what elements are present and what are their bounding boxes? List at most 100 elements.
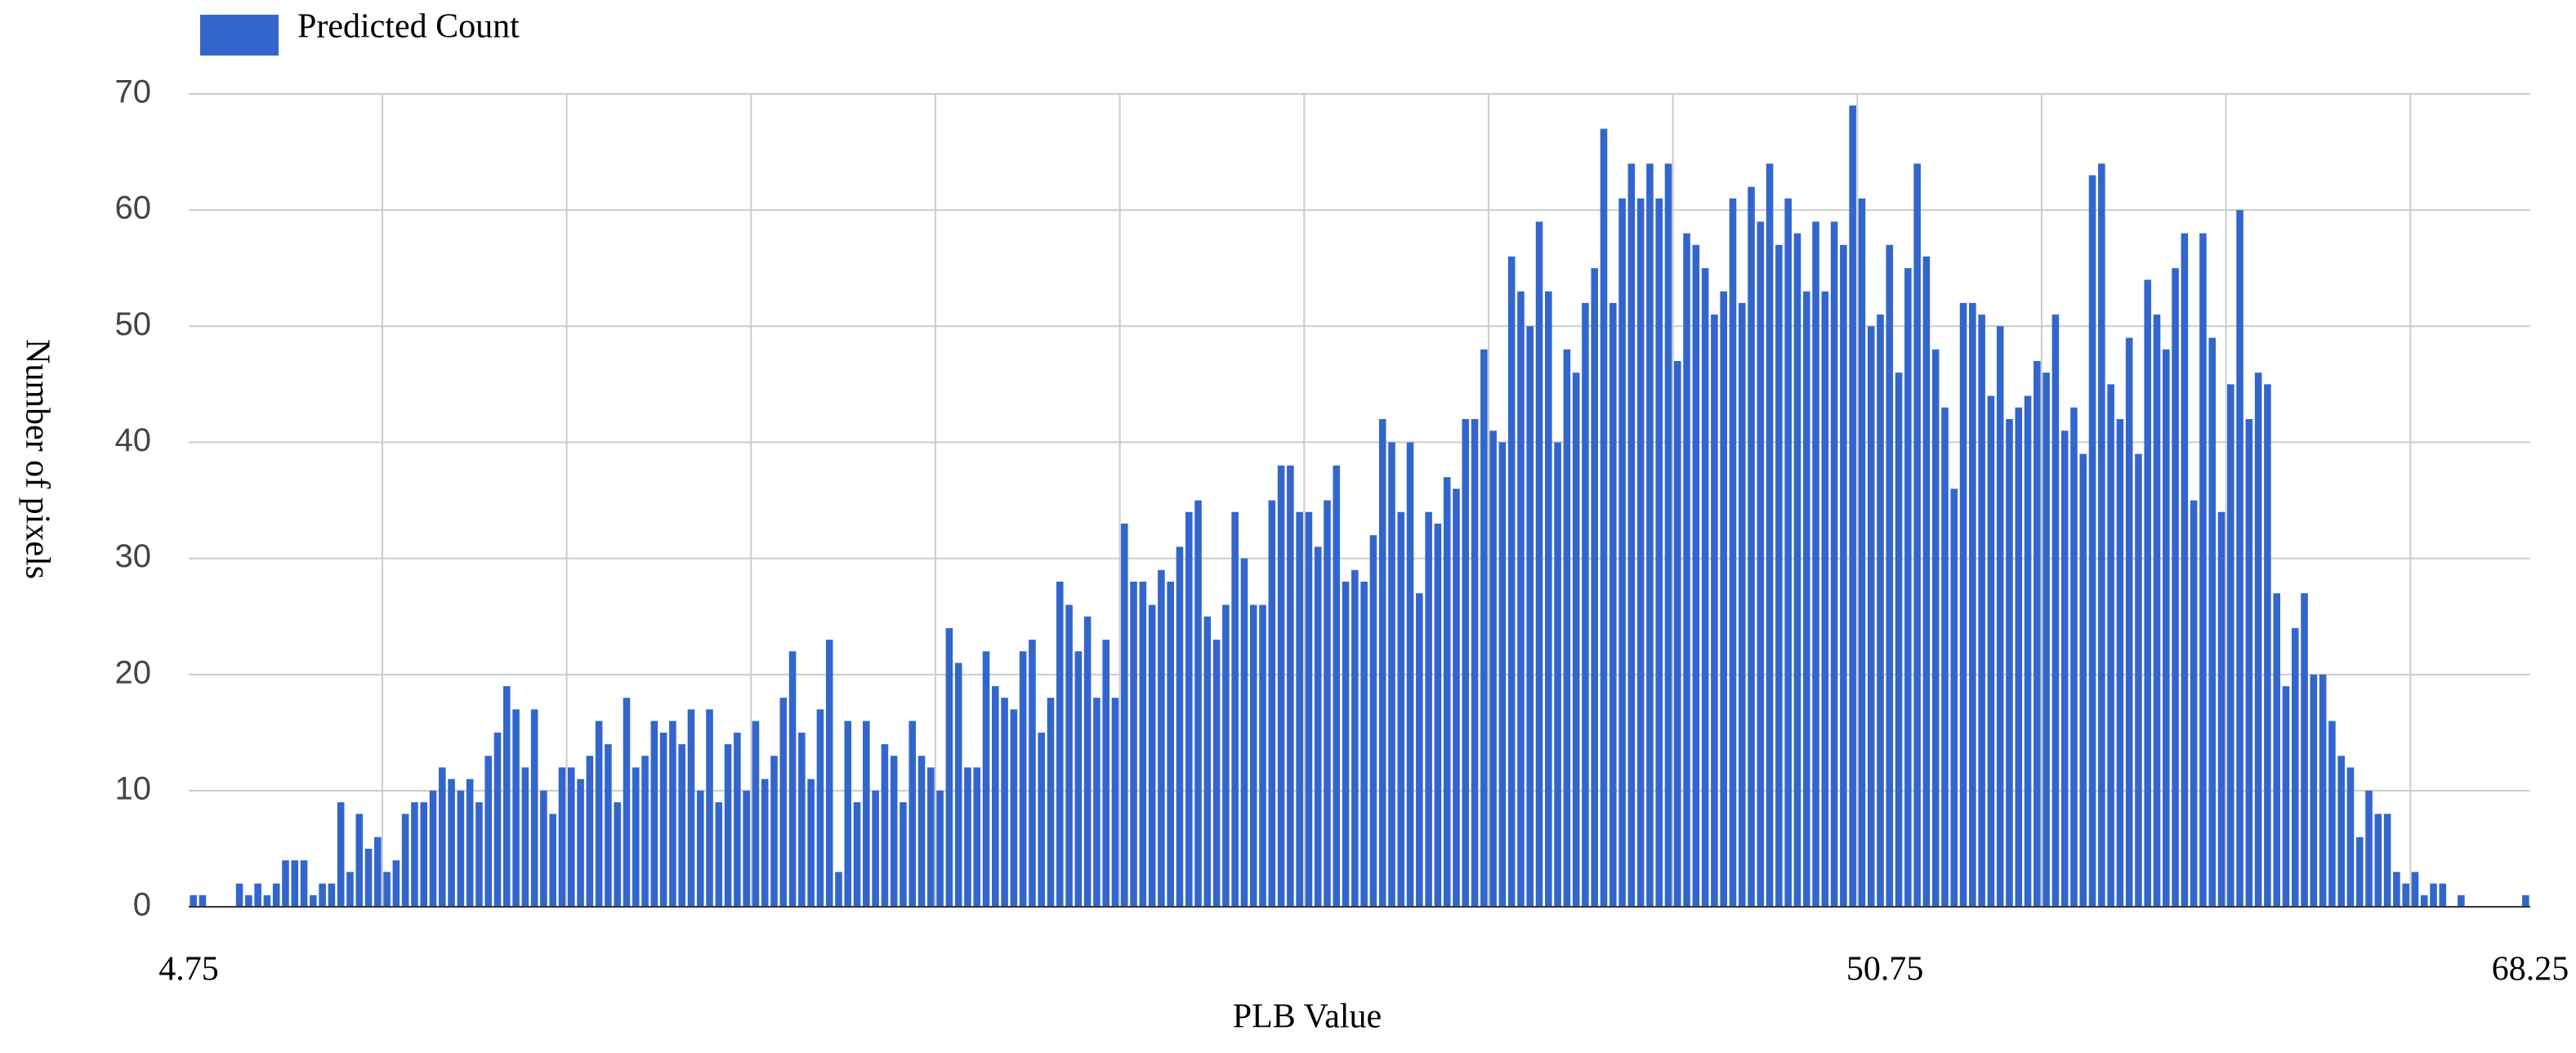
bar [1434,523,1442,907]
bar [1056,582,1064,907]
bar [2199,233,2207,908]
bar [1406,442,1414,907]
bar [761,779,769,907]
bar [1507,257,1516,907]
y-tick-label: 50 [115,306,152,342]
bar [595,721,603,907]
bar [1766,163,1774,908]
bar [964,767,971,907]
bar [540,790,547,907]
bar [1996,326,2004,907]
bar [2291,627,2299,907]
bar [558,767,566,907]
bar [1333,465,1341,907]
bar [1711,315,1718,908]
bar [235,883,243,907]
bar [2402,883,2409,907]
bar [1378,419,1386,907]
bar [1784,198,1792,907]
bar [346,872,354,907]
bar [1830,221,1838,907]
bar [2135,453,2142,907]
bar [1489,431,1497,907]
bar [687,709,695,907]
bar [411,802,418,907]
bar [2439,883,2447,907]
bar [1416,593,1423,907]
bar [2006,419,2013,907]
bar [1083,616,1092,907]
bar [1673,360,1681,907]
bar [1388,442,1395,907]
bar [2301,593,2308,907]
bar [2282,685,2290,907]
bar [319,883,326,907]
bar [1526,326,1534,907]
bar [475,802,483,907]
bar [945,627,953,907]
bar [2264,384,2271,907]
x-tick-label: 50.75 [1846,951,1924,988]
bar [706,709,713,907]
legend-label: Predicted Count [297,8,520,46]
bar [1563,349,1571,907]
bar [1655,198,1663,907]
bar [2254,373,2262,908]
bar [530,709,538,907]
y-tick-label: 30 [115,538,152,574]
bar [724,744,732,907]
bar [659,732,667,907]
bar [1941,407,1949,907]
bar [1959,302,1967,907]
bar [493,732,502,907]
y-tick-label: 0 [133,887,151,923]
bar [291,860,299,907]
bar [1821,291,1829,908]
bar [696,790,704,907]
bar [429,790,437,907]
bar [1047,698,1055,907]
bar [2430,883,2437,907]
bar [1517,291,1525,908]
bar [863,721,870,907]
bar [2098,163,2105,908]
bar [1720,291,1727,908]
bar [2411,872,2419,907]
bar [2420,895,2428,907]
bar [1305,511,1313,907]
bar [835,872,842,907]
bar [1471,419,1479,907]
bar [2245,419,2253,907]
bar [254,883,261,907]
bar [1793,233,1801,908]
bar [779,698,788,907]
bar [1636,198,1645,907]
bar [853,802,861,907]
bar [1840,244,1847,907]
bar [439,767,446,907]
bar [936,790,944,907]
bar [199,895,207,907]
bar [2310,674,2318,907]
bar [623,698,631,907]
bar [844,721,852,907]
bar [917,756,926,907]
bar [2226,384,2234,907]
bar [1203,616,1212,907]
bar [605,744,612,907]
bar [1443,477,1451,907]
bar [310,895,317,907]
bar [1038,732,1046,907]
bar [2365,790,2373,907]
bar [788,651,797,907]
bar [567,767,575,907]
bar [1572,373,1580,908]
bar [1913,163,1921,908]
bar [1296,511,1303,907]
bar [2319,674,2327,907]
bar [1351,569,1359,907]
bar [1185,511,1193,907]
bar [973,767,981,907]
bar [2383,814,2391,907]
bar [282,860,289,907]
